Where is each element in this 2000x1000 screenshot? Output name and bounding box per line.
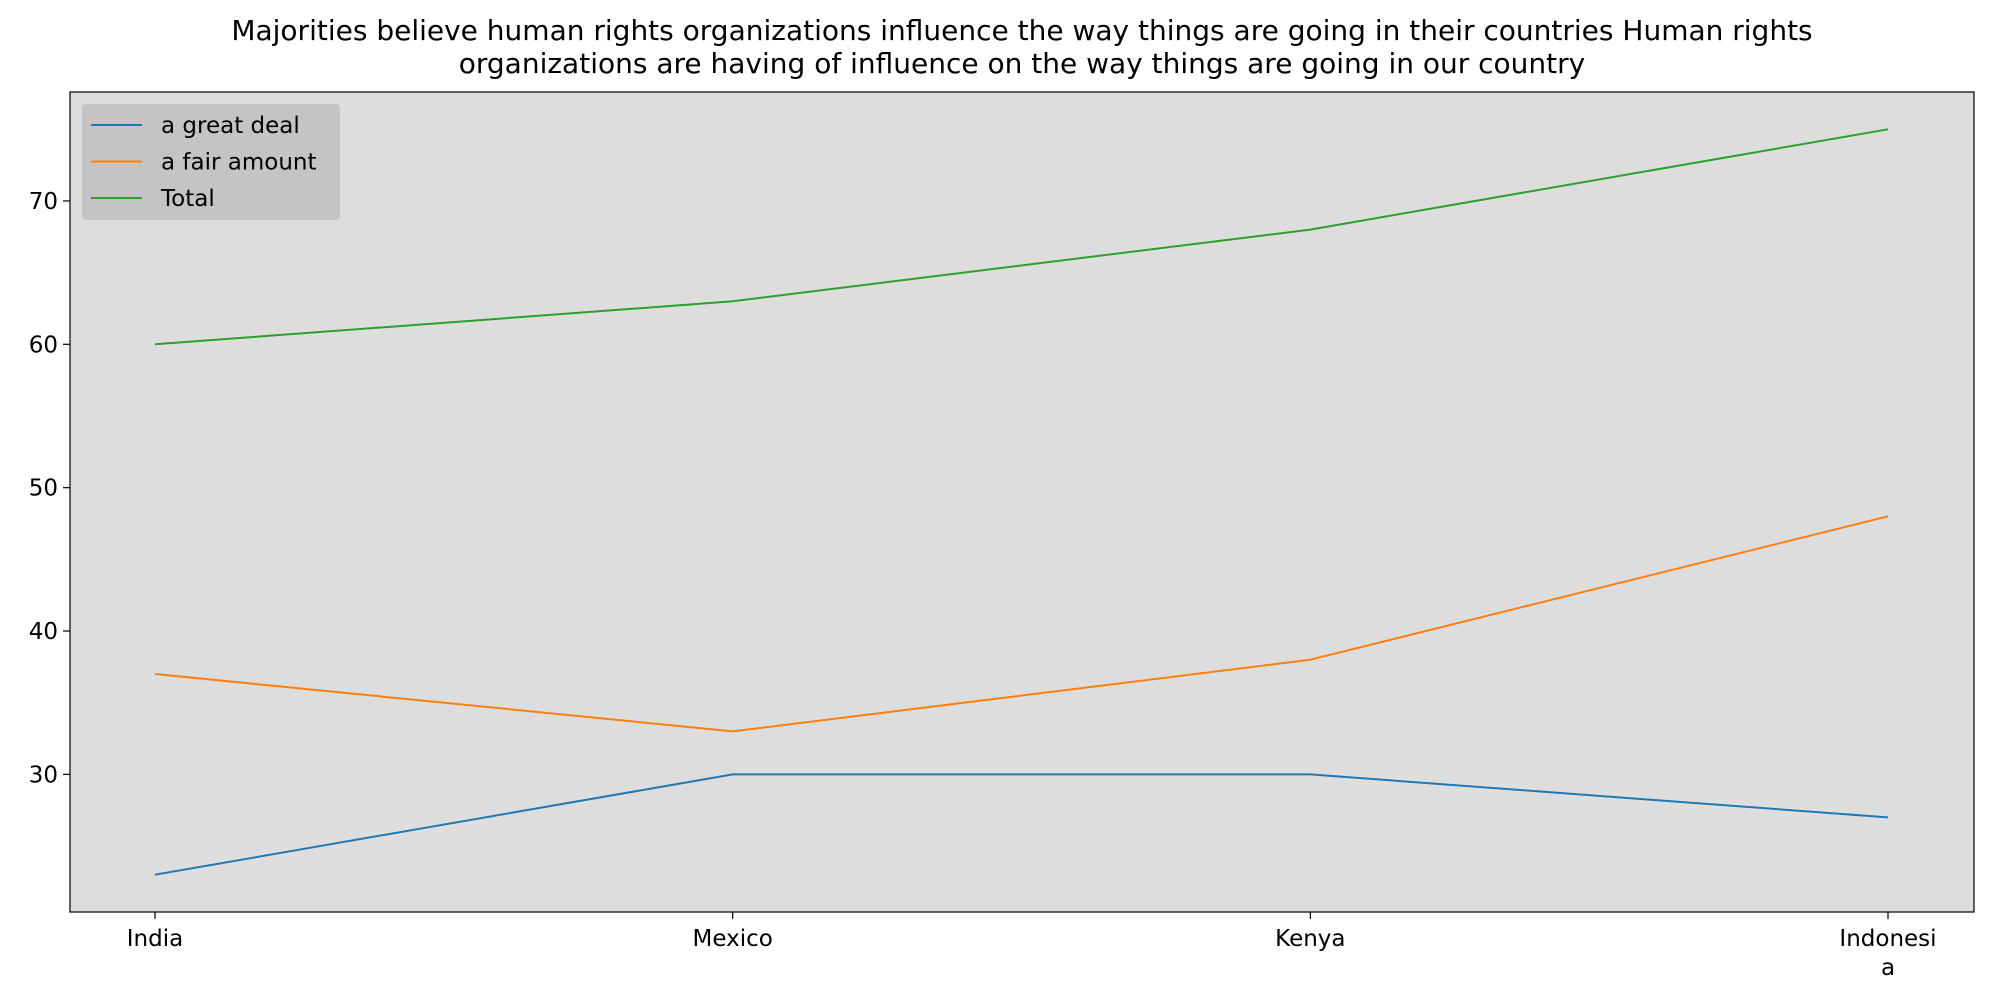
axes-ticks: 30 40 50 60 70 India Mexico Kenya Indonesi a: [29, 189, 1937, 981]
legend: a great deal a fair amount Total: [82, 104, 340, 220]
x-tick-label: a: [1881, 955, 1895, 981]
legend-label: a great deal: [161, 113, 300, 139]
legend-label: a fair amount: [161, 150, 317, 176]
series-lines: [154, 128, 1889, 876]
x-tick-label: Mexico: [693, 926, 773, 952]
legend-label: Total: [160, 186, 215, 212]
y-tick-label: 50: [29, 476, 58, 502]
series-line-a-great-deal: [154, 773, 1889, 876]
y-tick-label: 70: [29, 189, 58, 215]
chart-title-line-1: Majorities believe human rights organiza…: [231, 14, 1812, 47]
legend-box: [82, 104, 340, 220]
y-tick-label: 30: [29, 762, 58, 788]
y-tick-label: 40: [29, 619, 58, 645]
x-tick-label: India: [127, 926, 183, 952]
plot-area: [70, 92, 1974, 912]
x-tick-label: Kenya: [1275, 926, 1345, 952]
chart-title-line-2: organizations are having of influence on…: [459, 47, 1585, 80]
series-line-a-fair-amount: [154, 515, 1889, 733]
plot-frame: [69, 91, 1975, 913]
x-tick-label: Indonesi: [1839, 926, 1936, 952]
series-line-total: [154, 128, 1889, 346]
y-tick-label: 60: [29, 332, 58, 358]
